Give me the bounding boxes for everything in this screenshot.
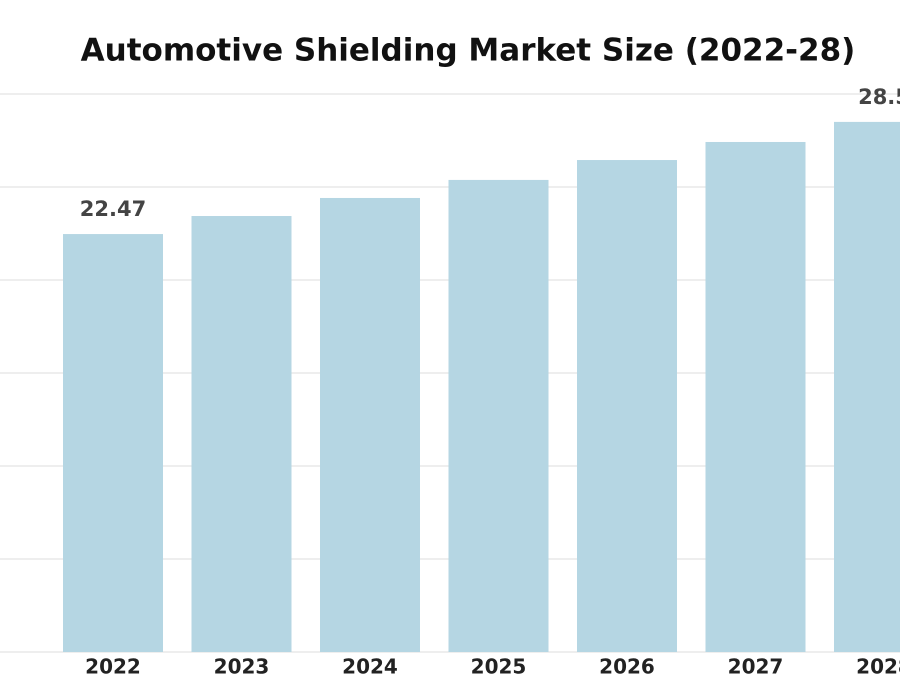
x-tick-label: 2027 [728, 655, 784, 679]
bar [577, 160, 677, 652]
bar [448, 179, 549, 652]
bar [834, 121, 900, 652]
x-tick-label: 2026 [599, 655, 655, 679]
bar [63, 234, 163, 653]
bar [705, 141, 806, 652]
value-label: 22.47 [80, 197, 146, 221]
x-tick-label: 2028 [856, 655, 900, 679]
x-tick-label: 2022 [85, 655, 141, 679]
value-label: 28.5 [858, 85, 900, 109]
chart-title: Automotive Shielding Market Size (2022-2… [81, 33, 856, 69]
bar [191, 216, 292, 653]
x-tick-label: 2024 [342, 655, 398, 679]
x-tick-label: 2025 [471, 655, 527, 679]
bar [320, 197, 420, 652]
x-tick-label: 2023 [214, 655, 270, 679]
